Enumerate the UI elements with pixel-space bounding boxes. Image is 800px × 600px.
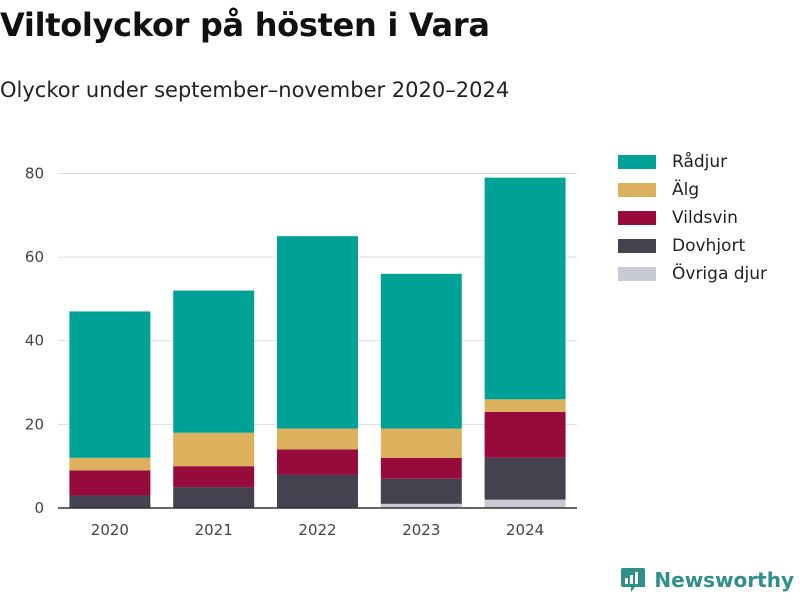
bar-segment [277, 236, 358, 429]
legend-swatch [618, 211, 656, 225]
legend-label: Älg [672, 180, 700, 200]
bar-segment [277, 449, 358, 475]
bar-segment [380, 503, 462, 508]
bar-segment [484, 399, 566, 412]
bar-segment [69, 311, 151, 458]
y-tick-label: 60 [25, 248, 44, 266]
bar-segment [380, 457, 462, 479]
newsworthy-logo[interactable]: Newsworthy [620, 566, 794, 594]
legend-swatch [618, 155, 656, 169]
legend: Rådjur Älg Vildsvin Dovhjort Övriga djur [618, 148, 767, 288]
brand-name: Newsworthy [654, 568, 794, 592]
bar-segment [173, 432, 255, 467]
legend-item: Rådjur [618, 148, 767, 176]
legend-item: Vildsvin [618, 204, 767, 232]
legend-item: Dovhjort [618, 232, 767, 260]
legend-label: Rådjur [672, 152, 728, 172]
bars [69, 177, 566, 508]
legend-swatch [618, 267, 656, 281]
y-tick-label: 0 [34, 499, 44, 517]
x-tick-label: 2020 [91, 521, 129, 539]
bar-segment [69, 495, 151, 508]
legend-swatch [618, 239, 656, 253]
bar-segment [69, 470, 151, 496]
bar-chart-logo-icon [621, 568, 646, 592]
legend-item: Övriga djur [618, 260, 767, 288]
legend-item: Älg [618, 176, 767, 204]
legend-label: Dovhjort [672, 236, 746, 256]
bar-segment [380, 428, 462, 458]
axes: 0 20 40 60 80 2020 2021 2022 2023 2024 [25, 164, 577, 539]
bar-segment [69, 457, 151, 471]
x-tick-label: 2023 [402, 521, 440, 539]
bar-segment [484, 457, 566, 500]
bar-segment [173, 487, 255, 508]
legend-swatch [618, 183, 656, 197]
bar-segment [380, 478, 462, 504]
y-tick-label: 20 [25, 415, 44, 433]
chart-subtitle: Olyckor under september–november 2020–20… [0, 78, 510, 102]
bar-segment [173, 290, 255, 433]
legend-label: Vildsvin [672, 208, 738, 228]
y-tick-label: 40 [25, 332, 44, 350]
x-tick-label: 2024 [506, 521, 544, 539]
y-tick-label: 80 [25, 164, 44, 182]
bar-segment [484, 411, 566, 458]
bar-segment [173, 466, 255, 488]
bar-segment [484, 499, 566, 508]
bar-segment [380, 273, 462, 429]
bar-segment [277, 474, 358, 508]
legend-label: Övriga djur [672, 264, 768, 284]
chart-title: Viltolyckor på hösten i Vara [0, 6, 490, 44]
x-tick-label: 2021 [195, 521, 233, 539]
bar-segment [277, 428, 358, 450]
bar-segment [484, 177, 566, 400]
x-tick-label: 2022 [298, 521, 336, 539]
